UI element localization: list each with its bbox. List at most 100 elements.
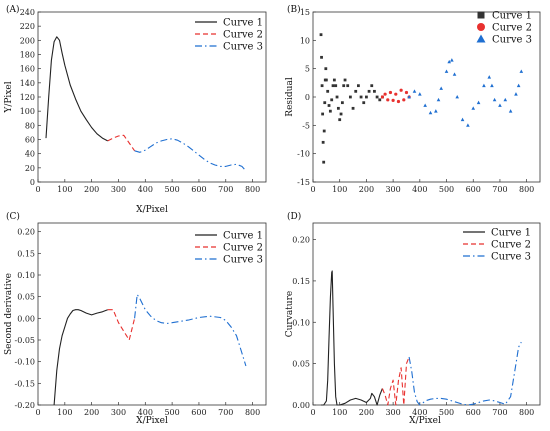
x-tick-label: 200 bbox=[84, 408, 99, 417]
legend-label: Curve 3 bbox=[223, 255, 263, 266]
y-tick-label: -0.20 bbox=[14, 401, 35, 410]
data-point bbox=[338, 118, 342, 122]
data-point bbox=[330, 98, 334, 102]
y-tick-label: 20 bbox=[25, 164, 35, 173]
panel-label: (A) bbox=[6, 4, 20, 15]
data-point bbox=[498, 103, 502, 107]
y-tick-label: 0.00 bbox=[17, 314, 35, 323]
chart-panel-2: (C) 0 100 200 300 400 500 600 700 800 -0.20 -0.15 -0… bbox=[4, 211, 267, 426]
data-point bbox=[394, 92, 398, 96]
series-line-2 bbox=[107, 134, 136, 152]
data-point bbox=[332, 78, 336, 82]
x-tick-label: 600 bbox=[191, 408, 206, 417]
legend-label: Curve 2 bbox=[223, 30, 263, 41]
data-point bbox=[323, 101, 327, 105]
x-tick-label: 700 bbox=[218, 408, 233, 417]
y-tick-label: 5 bbox=[305, 65, 310, 74]
legend-label: Curve 1 bbox=[223, 231, 263, 242]
data-point bbox=[321, 140, 325, 144]
data-point bbox=[460, 117, 465, 122]
legend-label: Curve 2 bbox=[223, 243, 263, 254]
y-tick-label: -0.10 bbox=[14, 358, 35, 367]
series-line-2 bbox=[381, 356, 410, 406]
data-point bbox=[351, 106, 355, 110]
x-tick-label: 400 bbox=[138, 408, 153, 417]
chart-panel-0: (A) 0 100 200 300 400 500 600 700 800 0 20 40 60 80 100… bbox=[4, 4, 267, 215]
x-tick-label: 100 bbox=[57, 185, 72, 194]
data-point bbox=[423, 103, 427, 107]
y-tick-label: 0.10 bbox=[292, 318, 310, 327]
y-tick-label: 0.20 bbox=[17, 228, 35, 237]
y-tick-label: 180 bbox=[20, 51, 35, 60]
data-point bbox=[319, 33, 323, 37]
data-point bbox=[404, 90, 409, 95]
data-point bbox=[447, 59, 451, 64]
data-point bbox=[370, 84, 374, 88]
y-tick-label: 0.05 bbox=[17, 293, 35, 302]
y-tick-label: 200 bbox=[20, 36, 35, 45]
data-point bbox=[378, 98, 382, 102]
x-tick-label: 500 bbox=[439, 408, 454, 417]
y-tick-label: 0.15 bbox=[17, 249, 35, 258]
data-point bbox=[357, 84, 360, 88]
series-line-3 bbox=[134, 293, 247, 367]
data-point bbox=[367, 89, 371, 93]
x-tick-label: 800 bbox=[245, 185, 260, 194]
y-tick-label: 220 bbox=[20, 22, 35, 31]
x-tick-label: 200 bbox=[84, 185, 99, 194]
data-point bbox=[324, 67, 328, 71]
x-axis-label: X/Pixel bbox=[136, 205, 168, 215]
data-point bbox=[327, 104, 331, 107]
panel-label: (C) bbox=[6, 211, 20, 222]
x-tick-label: 800 bbox=[519, 185, 534, 194]
x-tick-label: 200 bbox=[359, 408, 374, 417]
y-tick-label: 0.20 bbox=[292, 236, 310, 245]
y-tick-label: 0 bbox=[305, 93, 310, 102]
legend-label: Curve 3 bbox=[223, 42, 263, 53]
legend-label: Curve 1 bbox=[492, 11, 532, 22]
data-point bbox=[402, 98, 406, 102]
y-tick-label: 160 bbox=[20, 65, 35, 74]
x-tick-label: 800 bbox=[519, 408, 534, 417]
data-point bbox=[320, 84, 324, 88]
data-point bbox=[399, 88, 403, 92]
y-tick-label: -10 bbox=[297, 150, 310, 159]
x-tick-label: 700 bbox=[492, 408, 507, 417]
data-point bbox=[346, 84, 350, 88]
y-axis-label: Second derivative bbox=[4, 273, 14, 355]
data-point bbox=[322, 160, 326, 164]
data-point bbox=[365, 95, 368, 99]
data-point bbox=[335, 95, 339, 99]
plot-frame bbox=[37, 222, 267, 406]
data-point bbox=[362, 101, 366, 105]
legend-label: Curve 2 bbox=[491, 240, 531, 251]
data-point bbox=[343, 78, 347, 82]
data-point bbox=[466, 123, 470, 127]
plot-frame bbox=[312, 222, 541, 406]
y-axis-label: Residual bbox=[285, 77, 295, 117]
x-tick-label: 100 bbox=[332, 185, 347, 194]
data-point bbox=[383, 92, 387, 96]
x-tick-label: 600 bbox=[466, 408, 481, 417]
chart-panel-3: (D) 0 100 200 300 400 500 600 700 800 0.00 0.05 0.10… bbox=[285, 211, 541, 426]
x-tick-label: 500 bbox=[164, 185, 179, 194]
x-tick-label: 400 bbox=[138, 185, 153, 194]
data-point bbox=[503, 97, 508, 102]
data-point bbox=[340, 101, 344, 105]
legend-swatch bbox=[477, 11, 485, 19]
y-axis-label: Y/Pixel bbox=[4, 81, 14, 113]
series-line-2 bbox=[107, 309, 136, 341]
x-tick-label: 600 bbox=[466, 185, 481, 194]
y-tick-label: 60 bbox=[25, 136, 35, 145]
series-line-1 bbox=[45, 36, 108, 142]
y-tick-label: 15 bbox=[300, 8, 310, 17]
x-tick-label: 500 bbox=[439, 185, 454, 194]
data-point bbox=[476, 100, 481, 105]
series-line-1 bbox=[53, 309, 108, 406]
data-point bbox=[471, 106, 476, 110]
x-tick-label: 700 bbox=[218, 185, 233, 194]
x-tick-label: 0 bbox=[35, 408, 40, 417]
y-tick-label: 0.00 bbox=[292, 401, 310, 410]
data-point bbox=[407, 95, 411, 99]
data-point bbox=[455, 95, 460, 99]
